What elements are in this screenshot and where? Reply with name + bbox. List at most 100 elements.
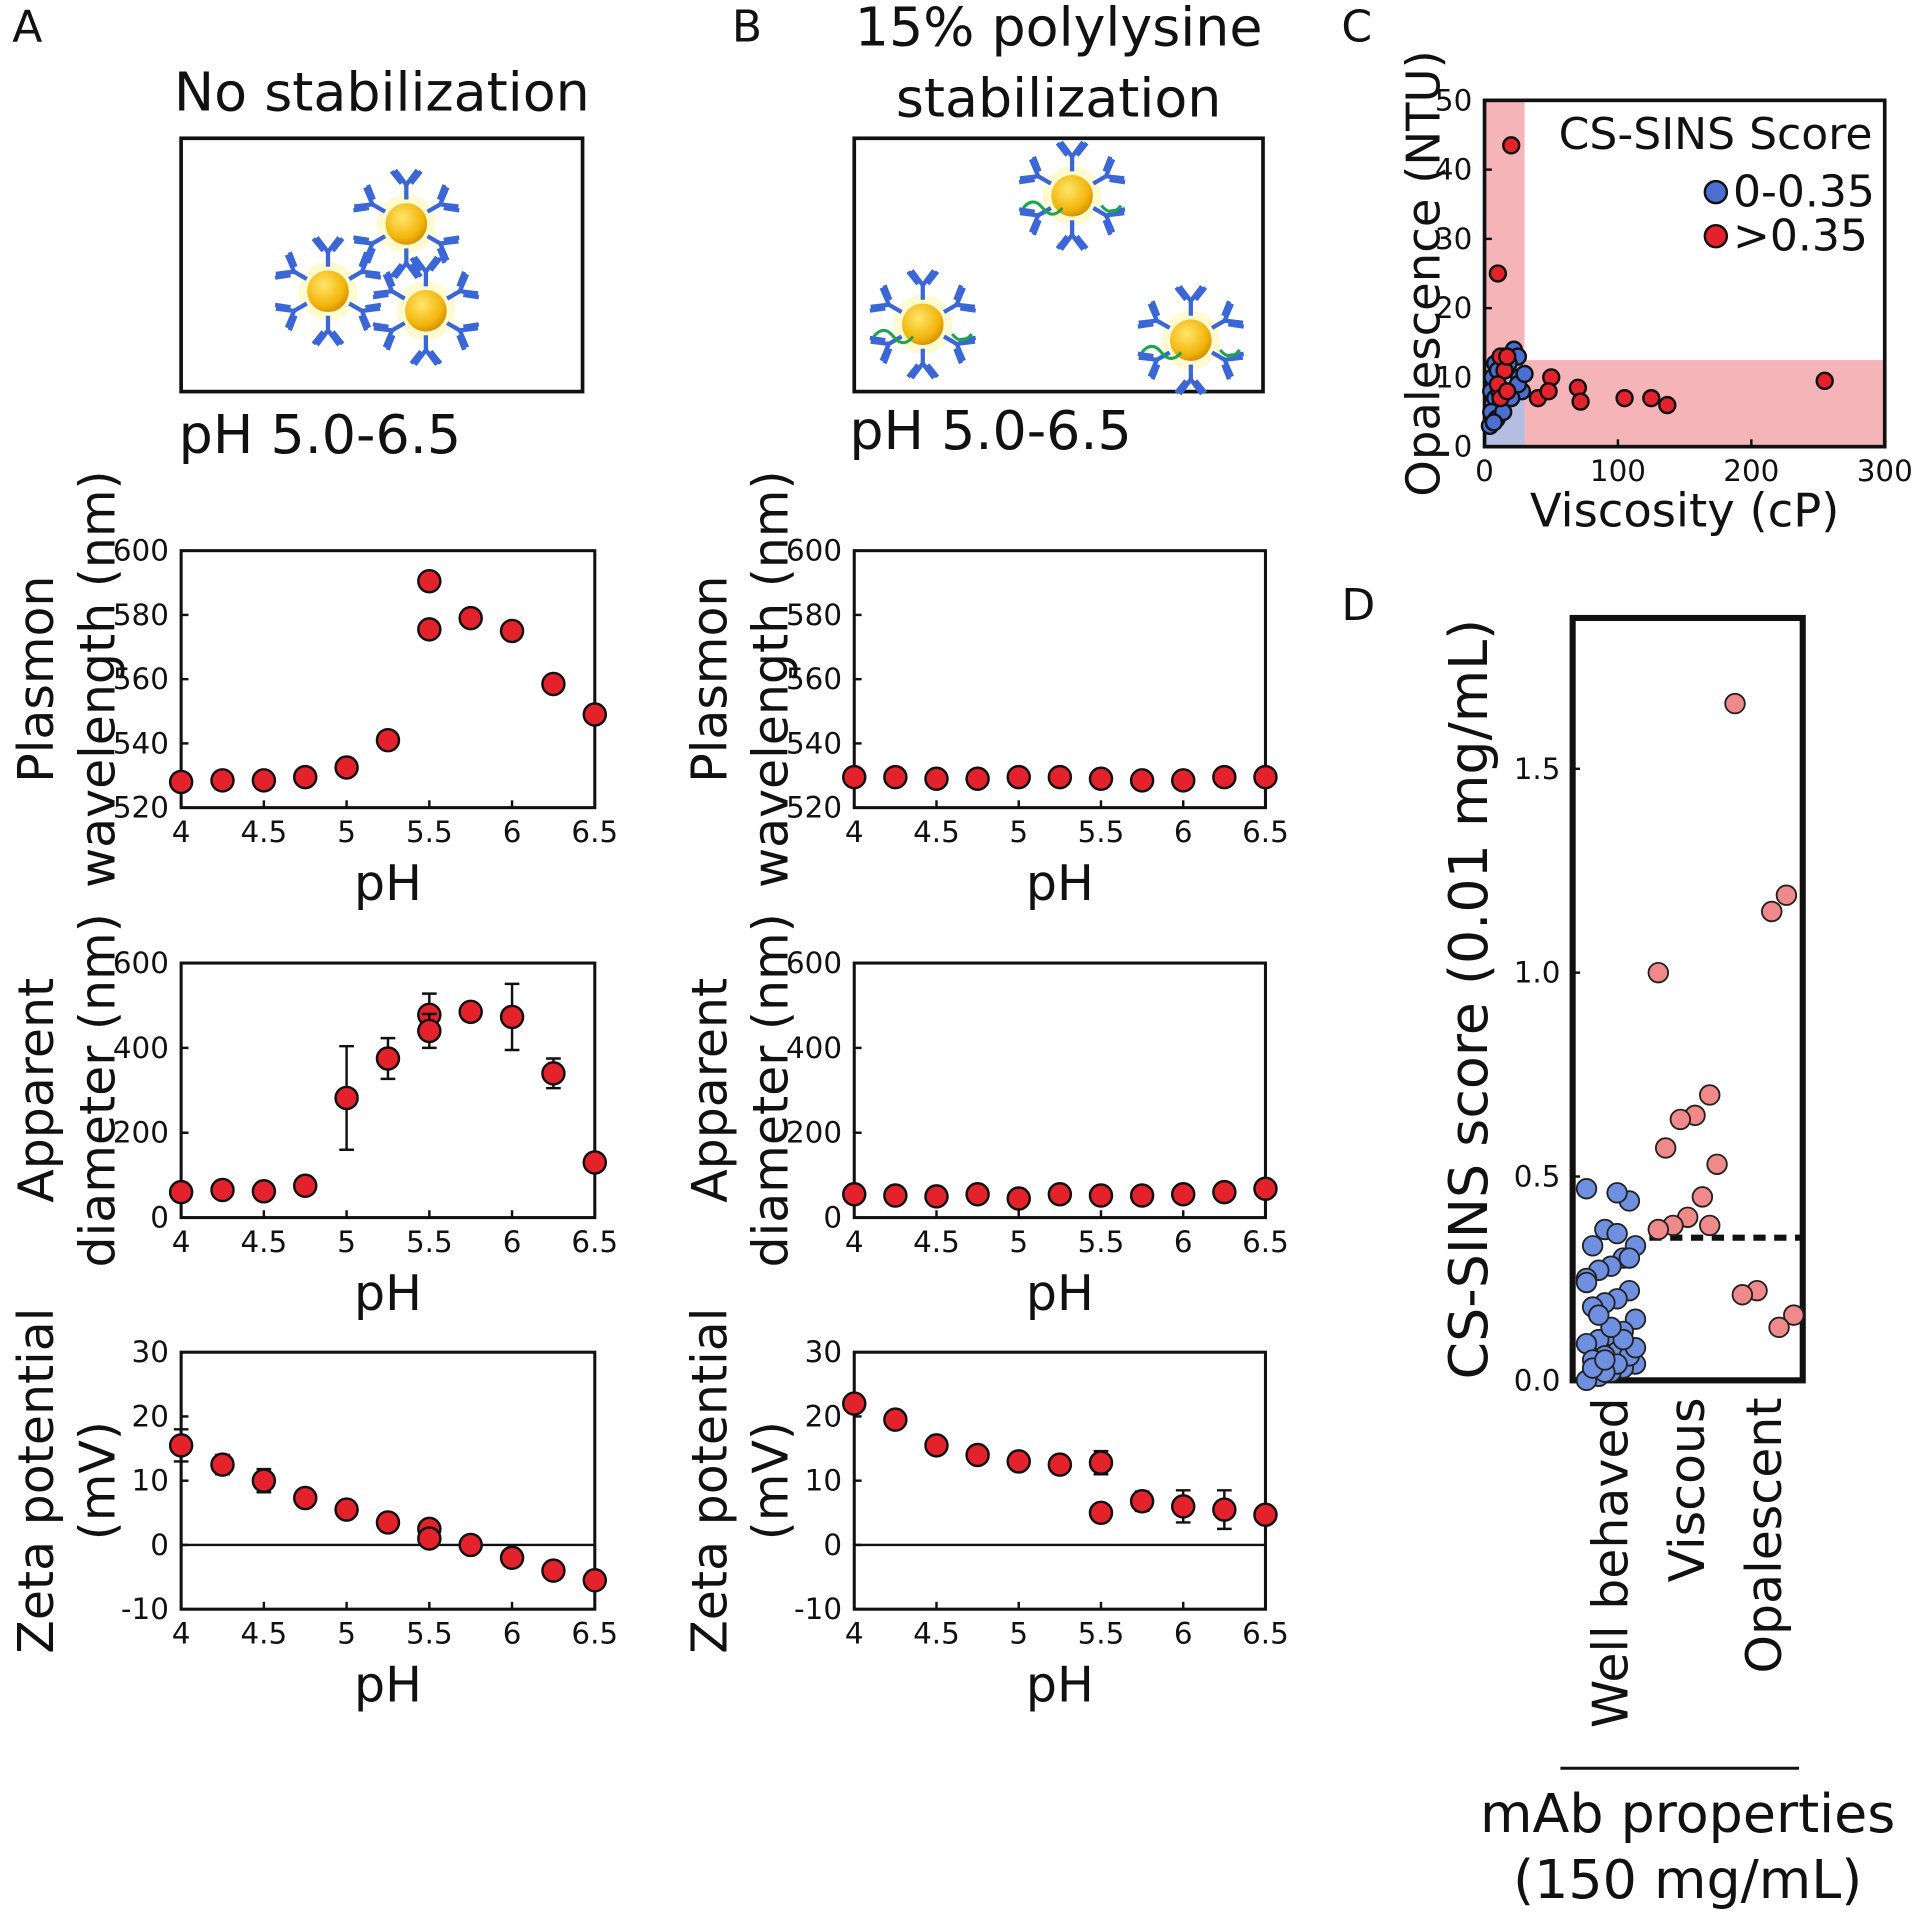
data-point (1212, 1497, 1237, 1522)
data-point (1647, 1218, 1670, 1241)
x-axis-label: pH (1026, 1265, 1094, 1322)
x-tick-label: 6.5 (1242, 1225, 1289, 1259)
data-point (1515, 364, 1534, 384)
data-point (1618, 1247, 1641, 1269)
data-point (883, 1183, 908, 1208)
data-point (1658, 395, 1677, 415)
data-point (375, 1046, 401, 1071)
schematic-title: No stabilization (174, 60, 590, 123)
data-point (1253, 1176, 1278, 1201)
data-point (1775, 884, 1798, 906)
data-point (883, 1407, 908, 1432)
data-point (582, 1568, 608, 1593)
data-point (1575, 1271, 1598, 1294)
y-axis-label: diameter (nm) (743, 913, 800, 1267)
data-point (417, 568, 442, 594)
data-point (965, 1442, 990, 1468)
data-point (582, 702, 608, 727)
x-tick-label: 6.5 (571, 1617, 618, 1651)
data-point (375, 727, 401, 753)
plot-frame (1569, 614, 1806, 1384)
data-point (541, 1558, 566, 1583)
data-point (1539, 382, 1558, 401)
data-point (1088, 1450, 1114, 1475)
y-tick-label: 20 (132, 1399, 169, 1433)
data-point (1006, 1186, 1031, 1211)
y-tick-label: 560 (786, 662, 842, 696)
y-tick-label: 30 (805, 1335, 842, 1369)
y-tick-label: 200 (113, 1116, 169, 1150)
data-point (1691, 1186, 1714, 1208)
data-point (1724, 692, 1746, 715)
y-axis-label: Opalescence (NTU) (1396, 50, 1450, 496)
y-tick-label: 0 (1454, 430, 1473, 464)
data-point (168, 1433, 194, 1458)
y-tick-label: 20 (805, 1399, 842, 1433)
y-tick-label: 0 (150, 1201, 169, 1235)
data-point (965, 1182, 990, 1207)
x-tick-label: 5 (1009, 815, 1028, 849)
data-point (1606, 1222, 1628, 1245)
y-tick-label: 0.0 (1514, 1363, 1561, 1397)
x-tick-label: 4 (845, 1225, 864, 1259)
data-point (1502, 136, 1521, 155)
schematic-a (179, 136, 585, 394)
data-point (1253, 1502, 1278, 1527)
y-axis-label: (mV) (69, 1421, 126, 1540)
data-point (251, 768, 277, 793)
y-axis-label: Apparent (681, 978, 738, 1203)
data-point (1212, 1179, 1237, 1205)
plot-frame (179, 961, 597, 1220)
data-point (1783, 1304, 1805, 1326)
data-point (1047, 764, 1073, 790)
plot-frame (1482, 98, 1887, 449)
y-tick-label: 10 (805, 1464, 842, 1498)
x-tick-label: 200 (1723, 454, 1779, 488)
data-point (168, 1179, 194, 1205)
data-point (334, 755, 359, 780)
x-axis-label: pH (1026, 1657, 1094, 1714)
data-point (292, 1485, 318, 1511)
data-point (1761, 900, 1783, 923)
data-point (1129, 1489, 1155, 1514)
x-tick-label: 6 (1174, 815, 1193, 849)
y-axis-label: Zeta potential (681, 1308, 738, 1654)
data-point (1047, 1182, 1073, 1207)
y-tick-label: 580 (786, 598, 842, 632)
x-tick-label: 5.5 (1078, 1617, 1125, 1651)
data-point (375, 1510, 401, 1535)
data-point (1253, 764, 1278, 790)
legend-label: 0-0.35 (1733, 167, 1875, 218)
x-axis-label: pH (1026, 855, 1094, 912)
data-point (1594, 1349, 1616, 1371)
x-tick-label: 4 (845, 815, 864, 849)
data-point (1588, 1304, 1610, 1326)
data-point (924, 1184, 949, 1209)
x-tick-label: 5.5 (1078, 1225, 1125, 1259)
x-tick-label: 300 (1857, 454, 1913, 488)
data-point (924, 1433, 949, 1458)
data-point (1129, 768, 1155, 793)
data-point (1699, 1084, 1721, 1106)
schematic-caption: pH 5.0-6.5 (849, 399, 1131, 462)
data-point (334, 1085, 359, 1111)
y-tick-label: 200 (786, 1116, 842, 1150)
data-point (1615, 388, 1634, 408)
x-tick-label: 0 (1475, 454, 1494, 488)
data-point (842, 764, 867, 790)
x-tick-label: 4 (172, 815, 191, 849)
data-point (1088, 1500, 1114, 1526)
data-point (210, 1452, 235, 1477)
data-point (499, 1545, 525, 1571)
y-axis-label: Apparent (8, 978, 65, 1203)
data-point (1654, 1137, 1677, 1159)
x-tick-label: 4.5 (913, 1225, 960, 1259)
x-tick-label: 6 (503, 1617, 522, 1651)
data-point (1088, 766, 1114, 791)
x-tick-label: 100 (1590, 454, 1646, 488)
data-point (1129, 1183, 1155, 1208)
data-point (417, 1526, 442, 1551)
y-tick-label: 540 (113, 726, 169, 760)
plot-frame (852, 961, 1267, 1220)
